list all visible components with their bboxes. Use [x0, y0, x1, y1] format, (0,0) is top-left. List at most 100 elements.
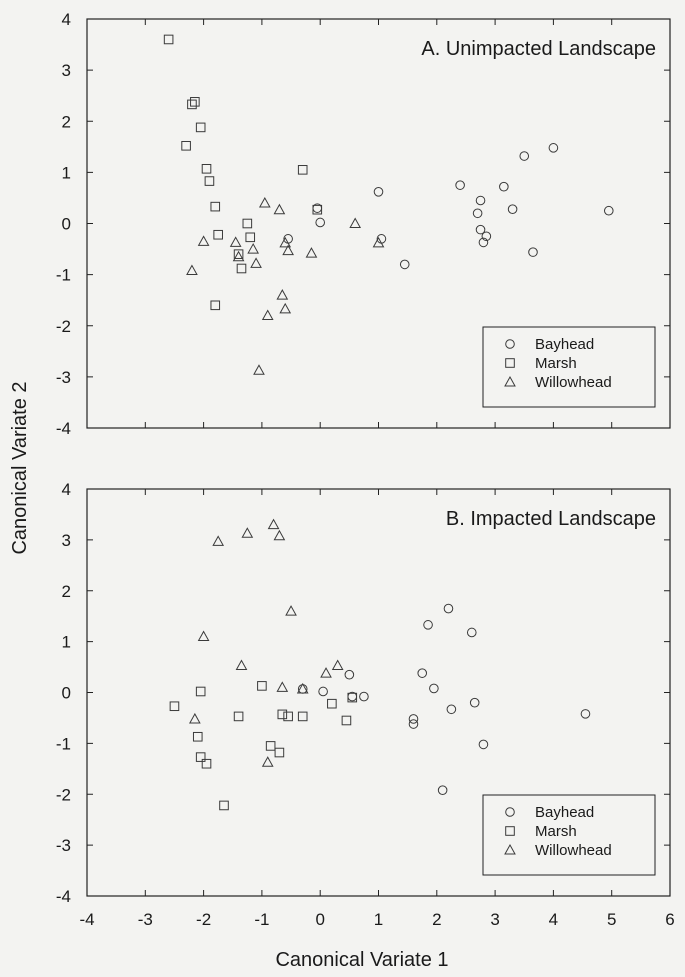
bayhead-point [417, 668, 428, 678]
marsh-point [347, 692, 358, 703]
bayhead-point [478, 237, 489, 248]
willowhead-point [273, 529, 286, 541]
bayhead-point [359, 691, 369, 702]
marsh-point [187, 99, 197, 110]
panel-title: A. Unimpacted Landscape [421, 38, 656, 60]
marsh-point [257, 681, 267, 691]
marsh-point [195, 686, 206, 697]
willowhead-point [279, 302, 292, 314]
bayhead-point [315, 217, 326, 228]
willowhead-point [267, 518, 280, 530]
y-tick-label: -4 [56, 419, 71, 438]
bayhead-point [443, 603, 454, 614]
bayhead-point [437, 785, 448, 795]
legend-box [482, 326, 656, 408]
bayhead-point [429, 683, 439, 694]
x-tick-label: 3 [490, 910, 499, 929]
bayhead-point [455, 180, 465, 190]
marsh-point [245, 232, 256, 243]
bayhead-point [408, 714, 419, 724]
bayhead-point [318, 686, 328, 697]
y-tick-label: 0 [62, 684, 71, 703]
bayhead-point [373, 187, 384, 197]
marsh-point [297, 711, 308, 722]
y-tick-label: -1 [56, 734, 71, 753]
bayhead-point [466, 627, 477, 638]
legend: Bayhead Marsh Willowhead [482, 794, 656, 876]
willowhead-point [232, 250, 245, 262]
bayhead-point [528, 247, 538, 257]
legend-bayhead-label: Bayhead [535, 804, 594, 821]
legend-willowhead-marker [504, 843, 516, 855]
x-tick-label: 4 [549, 910, 558, 929]
x-tick-label: 6 [665, 910, 674, 929]
y-tick-label: -3 [56, 836, 71, 855]
legend-bayhead-marker [505, 339, 515, 349]
panel-impacted: 4 3 2 1 0 -1 -2 -3 -4 -4 -3 -2 -1 0 1 2 3 4 5 6 B. Impacted … [56, 480, 675, 929]
legend-marsh-marker [505, 358, 515, 368]
y-tick-label: -2 [56, 317, 71, 336]
marsh-point [190, 97, 200, 107]
marsh-point [192, 731, 203, 742]
willowhead-point [276, 289, 289, 300]
legend-marsh-label: Marsh [535, 355, 577, 372]
legend-marsh-label: Marsh [535, 823, 577, 840]
y-tick-label: 4 [62, 480, 71, 499]
willowhead-point [186, 264, 198, 276]
bayhead-point [475, 224, 486, 235]
willowhead-point [229, 236, 242, 247]
y-tick-label: -4 [56, 887, 71, 906]
bayhead-point [446, 704, 457, 715]
willowhead-point [276, 681, 289, 692]
marsh-point [201, 163, 212, 174]
x-tick-label: -4 [79, 910, 94, 929]
willowhead-point [241, 527, 254, 538]
willowhead-point [372, 236, 385, 248]
y-tick-label: -2 [56, 785, 71, 804]
marsh-point [201, 758, 212, 769]
legend-box [482, 794, 656, 876]
marsh-point [327, 698, 337, 709]
legend: Bayhead Marsh Willowhead [482, 326, 656, 408]
willowhead-point [349, 217, 362, 228]
marsh-point [274, 747, 285, 758]
willowhead-point [197, 630, 210, 642]
x-tick-label: -3 [138, 910, 153, 929]
marsh-point [277, 709, 288, 720]
marsh-point [204, 176, 215, 186]
marsh-point [242, 218, 253, 229]
y-tick-label: 3 [62, 61, 71, 80]
x-tick-label: -2 [196, 910, 211, 929]
legend-bayhead-marker [505, 807, 515, 817]
y-tick-label: 3 [62, 531, 71, 550]
willowhead-point [212, 535, 225, 546]
marsh-point [210, 201, 221, 212]
legend-willowhead-label: Willowhead [535, 842, 612, 859]
marsh-point [265, 741, 276, 751]
willowhead-point [285, 605, 297, 616]
x-tick-label: 1 [374, 910, 383, 929]
bayhead-point [478, 739, 489, 750]
legend-willowhead-marker [504, 375, 516, 387]
bayhead-point [408, 719, 419, 729]
panel-title: B. Impacted Landscape [446, 508, 656, 530]
willowhead-point [258, 197, 271, 208]
marsh-point [233, 711, 244, 722]
willowhead-point [305, 247, 318, 258]
willowhead-point [261, 309, 274, 321]
willowhead-point [189, 712, 201, 724]
marsh-point [169, 701, 180, 712]
legend-marsh-marker [505, 826, 515, 836]
bayhead-point [548, 143, 559, 153]
plot-frame [86, 18, 671, 429]
bayhead-point [423, 620, 433, 630]
willowhead-point [235, 659, 248, 671]
x-tick-label: -1 [254, 910, 269, 929]
bayhead-point [499, 181, 509, 192]
panel-unimpacted: 4 3 2 1 0 -1 -2 -3 -4 A. Unimpacted Landscape Bayh… [56, 10, 671, 438]
bayhead-point [399, 259, 410, 270]
bayhead-point [481, 231, 492, 242]
bayhead-point [469, 697, 480, 708]
willowhead-point [282, 244, 294, 256]
